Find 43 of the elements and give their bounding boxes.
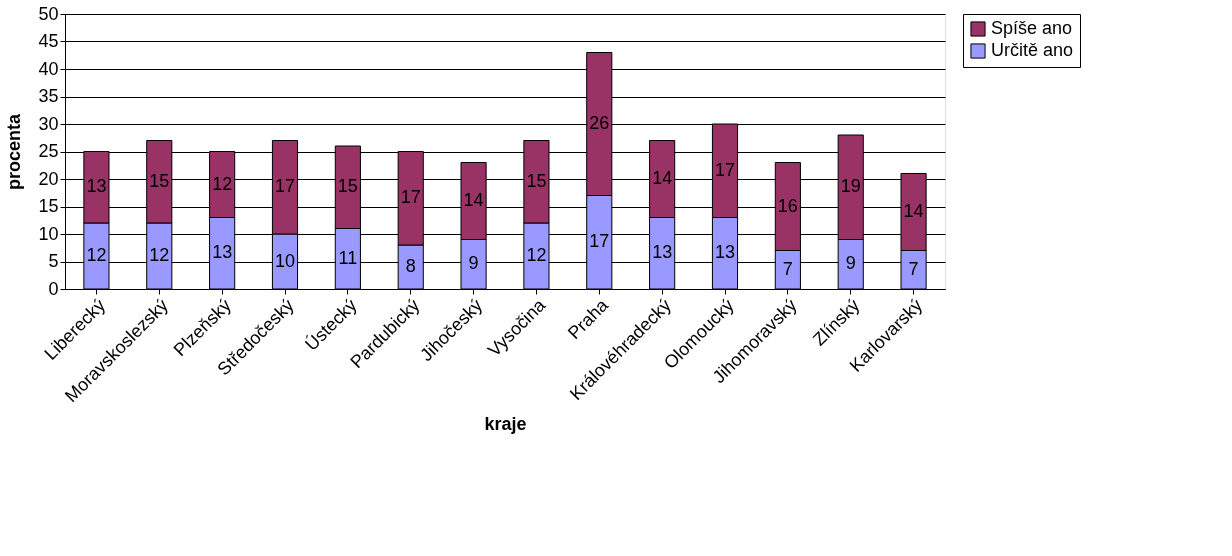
y-tick-label: 25 (38, 141, 59, 161)
data-label: 15 (337, 176, 358, 197)
data-label: 16 (777, 195, 798, 216)
data-label: 12 (212, 173, 233, 194)
data-label: 7 (908, 258, 919, 279)
y-tick-label: 5 (48, 251, 59, 271)
data-label: 13 (212, 242, 233, 263)
data-label: 10 (274, 250, 296, 271)
data-label: 13 (652, 242, 673, 263)
y-tick-label: 10 (38, 223, 59, 244)
x-axis-title: kraje (484, 414, 527, 435)
y-tick-label: 40 (38, 58, 59, 79)
data-label: 12 (526, 245, 547, 265)
y-tick-label: 0 (48, 278, 59, 299)
data-label: 12 (149, 245, 170, 265)
y-tick-label: 50 (38, 3, 59, 24)
data-label: 14 (903, 201, 924, 221)
data-label: 8 (405, 256, 416, 276)
data-label: 17 (589, 231, 610, 252)
data-label: 13 (86, 176, 107, 197)
data-label: 14 (652, 168, 673, 188)
data-label: 13 (714, 242, 736, 263)
data-label: 7 (782, 258, 793, 279)
data-label: 17 (714, 159, 736, 180)
y-tick-label: 20 (38, 168, 59, 189)
y-tick-label: 30 (38, 113, 59, 134)
y-tick-label: 45 (38, 31, 59, 51)
y-tick-label: 15 (38, 196, 59, 216)
data-label: 15 (149, 170, 170, 191)
data-label: 19 (840, 176, 861, 197)
legend-label: Spíše ano (991, 18, 1073, 38)
data-label: 14 (463, 190, 484, 210)
data-label: 11 (338, 247, 358, 268)
data-label: 26 (589, 113, 610, 133)
data-label: 17 (400, 187, 421, 208)
data-label: 15 (526, 170, 547, 191)
legend-label: Určitě ano (991, 40, 1074, 60)
data-label: 9 (468, 253, 479, 274)
data-label: 9 (845, 253, 856, 274)
y-tick-label: 35 (38, 86, 59, 106)
data-label: 12 (86, 245, 107, 265)
data-label: 17 (274, 176, 296, 197)
y-axis-title: procenta (4, 113, 25, 191)
